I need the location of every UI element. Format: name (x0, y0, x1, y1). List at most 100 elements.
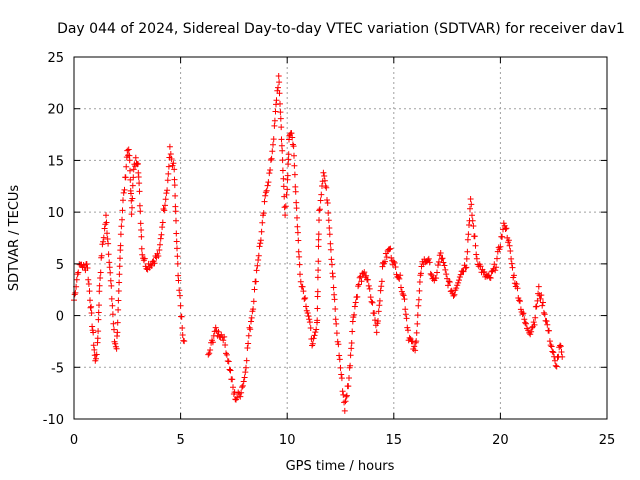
data-point (116, 271, 123, 278)
data-point (513, 281, 520, 287)
data-point (537, 295, 544, 302)
data-point (505, 237, 512, 244)
data-point (242, 369, 249, 376)
data-point (438, 255, 445, 262)
data-point (547, 342, 554, 349)
data-point (415, 296, 422, 303)
data-point (95, 328, 102, 335)
data-point (278, 136, 285, 143)
data-point (355, 281, 362, 288)
data-point (178, 313, 185, 320)
data-point (275, 73, 282, 79)
data-point (100, 234, 107, 241)
data-point (402, 306, 409, 313)
data-point (229, 376, 236, 383)
data-point (315, 267, 322, 274)
data-point (251, 286, 258, 293)
data-point (279, 167, 286, 174)
data-point (323, 184, 330, 191)
data-point (259, 219, 266, 226)
data-point (260, 210, 267, 217)
data-point (283, 191, 290, 198)
data-point (425, 255, 432, 262)
data-point (457, 271, 464, 278)
data-point (177, 302, 184, 309)
data-point (534, 297, 541, 304)
data-point (109, 302, 116, 309)
data-point (418, 270, 424, 277)
data-point (442, 266, 449, 273)
data-point (119, 207, 126, 214)
data-point (414, 312, 421, 319)
data-point (356, 274, 363, 281)
data-point (303, 303, 309, 310)
data-point (435, 262, 441, 269)
data-point (225, 358, 232, 365)
data-point (369, 299, 376, 306)
data-point (331, 296, 338, 303)
data-point (257, 237, 264, 244)
data-point (330, 284, 337, 291)
data-point (277, 109, 284, 116)
data-point (548, 343, 555, 350)
x-tick-label: 5 (176, 433, 184, 448)
data-point (264, 182, 271, 189)
data-point (124, 147, 131, 154)
data-point (341, 399, 348, 406)
data-point (517, 298, 523, 305)
data-point (241, 374, 248, 381)
data-point (517, 306, 524, 313)
data-point (549, 348, 556, 355)
data-point (90, 342, 97, 349)
data-point (301, 296, 308, 302)
data-point (347, 362, 354, 369)
data-point (315, 236, 322, 243)
x-axis-label: GPS time / hours (286, 459, 395, 474)
data-point (318, 191, 325, 198)
data-point (221, 333, 228, 340)
data-point (467, 205, 473, 212)
data-point (428, 272, 435, 278)
data-point (159, 219, 166, 226)
data-point (172, 208, 179, 215)
data-point (158, 231, 165, 238)
data-point (291, 162, 298, 169)
data-point (354, 293, 361, 300)
data-point (181, 338, 188, 345)
data-point (462, 265, 469, 271)
data-point (306, 319, 313, 326)
data-point (239, 384, 245, 391)
data-point (255, 257, 262, 263)
data-point (399, 291, 406, 297)
data-point (552, 357, 558, 364)
data-point (278, 124, 285, 131)
data-point (162, 202, 168, 209)
data-point (514, 285, 521, 292)
data-point (472, 242, 479, 249)
data-point (487, 275, 494, 281)
data-point (243, 364, 249, 371)
data-point (434, 269, 440, 276)
data-point (352, 299, 359, 306)
data-point (104, 230, 110, 237)
data-point (321, 173, 328, 179)
data-point (427, 270, 434, 277)
data-point (85, 281, 92, 287)
data-point (351, 303, 358, 310)
data-point (552, 362, 559, 369)
data-point (83, 261, 90, 267)
data-point (392, 264, 399, 270)
data-point (230, 384, 236, 391)
data-point (114, 329, 121, 336)
data-point (98, 252, 105, 259)
data-points (71, 73, 566, 414)
data-point (391, 260, 398, 266)
data-point (119, 216, 125, 223)
data-point (314, 288, 321, 295)
data-point (93, 355, 99, 362)
data-point (346, 375, 352, 381)
data-point (281, 204, 288, 211)
data-point (543, 318, 550, 325)
data-point (103, 212, 109, 219)
data-point (294, 229, 301, 236)
